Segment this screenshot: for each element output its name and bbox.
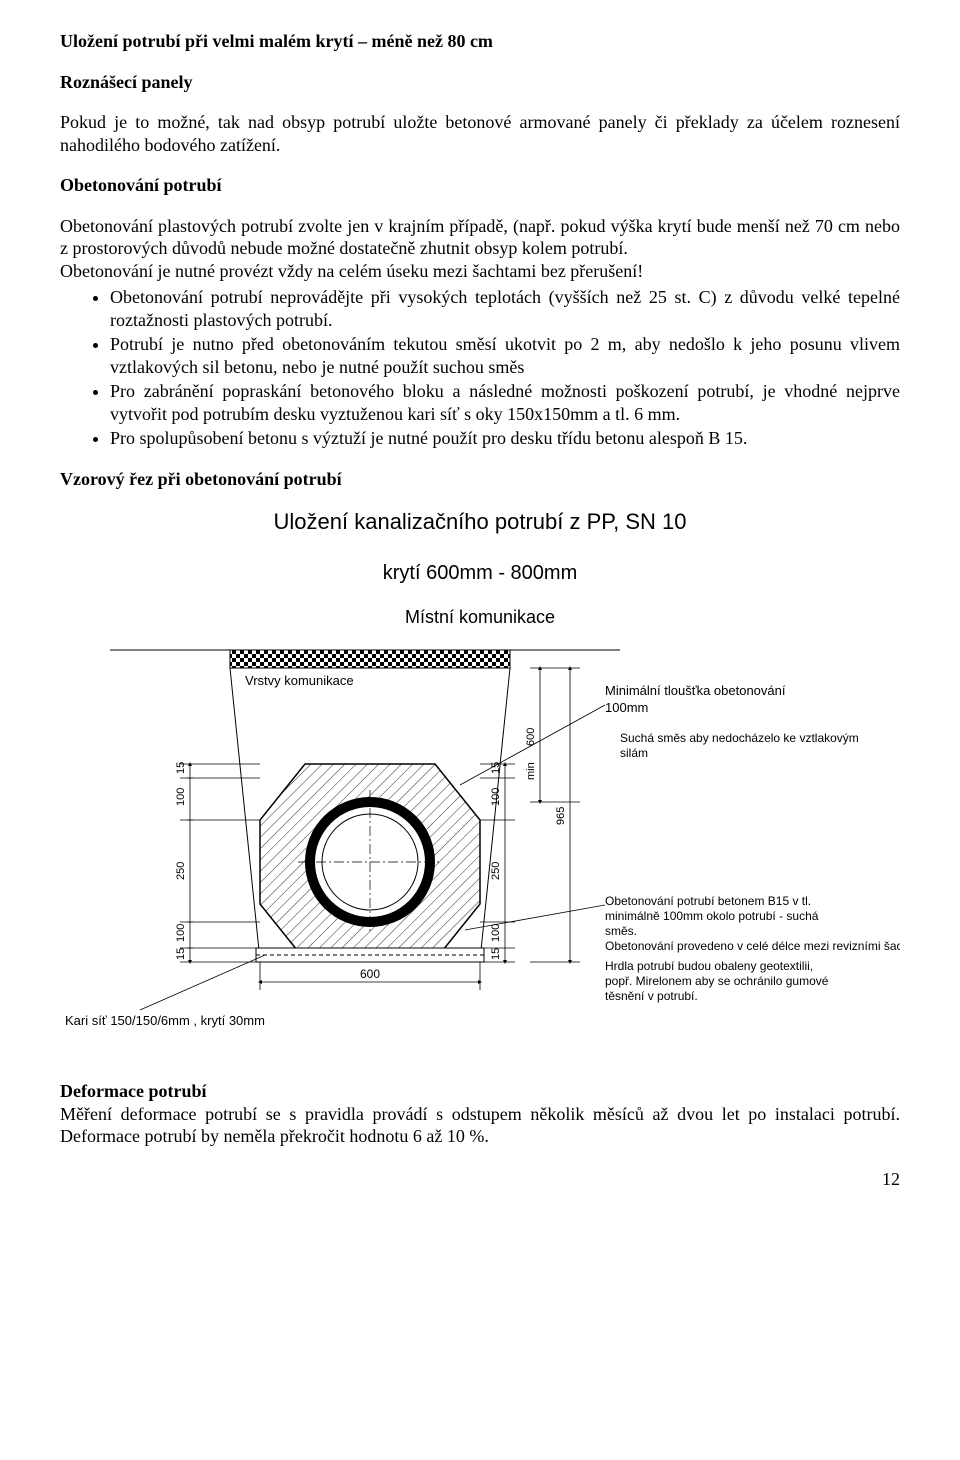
bullet-list: Obetonování potrubí neprovádějte při vys… bbox=[60, 286, 900, 450]
bullet-4: Pro spolupůsobení betonu s výztuží je nu… bbox=[110, 427, 900, 450]
heading-concrete: Obetonování potrubí bbox=[60, 174, 900, 197]
dim-l-15a: 15 bbox=[175, 762, 187, 774]
min-thick-label: Minimální tloušťka obetonování bbox=[605, 683, 786, 698]
dim-r-100b: 100 bbox=[490, 924, 502, 942]
para-panels: Pokud je to možné, tak nad obsyp potrubí… bbox=[60, 111, 900, 156]
note2: Obetonování provedeno v celé délce mezi … bbox=[605, 939, 900, 953]
bullet-1: Obetonování potrubí neprovádějte při vys… bbox=[110, 286, 900, 331]
dry-mix-1: Suchá směs aby nedocházelo ke vztlakovým… bbox=[620, 731, 859, 760]
para-deform: Měření deformace potrubí se s pravidla p… bbox=[60, 1103, 900, 1148]
dim-r-250: 250 bbox=[490, 862, 502, 880]
diagram-title: Uložení kanalizačního potrubí z PP, SN 1… bbox=[60, 508, 900, 536]
kari-label: Kari síť 150/150/6mm , krytí 30mm bbox=[65, 1013, 265, 1028]
dim-min: min bbox=[525, 762, 537, 780]
diagram-svg: Vrstvy komunikace 15 100 250 bbox=[60, 630, 900, 1050]
heading-main: Uložení potrubí při velmi malém krytí – … bbox=[60, 30, 900, 53]
para-concrete-continuous: Obetonování je nutné provézt vždy na cel… bbox=[60, 260, 900, 283]
dim-l-100: 100 bbox=[175, 788, 187, 806]
diagram: Uložení kanalizačního potrubí z PP, SN 1… bbox=[60, 508, 900, 1050]
dim-w600: 600 bbox=[360, 967, 380, 981]
diagram-road-label: Místní komunikace bbox=[60, 606, 900, 629]
heading-section-cut: Vzorový řez při obetonování potrubí bbox=[60, 468, 900, 491]
heading-panels: Roznášecí panely bbox=[60, 71, 900, 94]
note3: Hrdla potrubí budou obaleny geotextilii,… bbox=[605, 959, 829, 1003]
para-concrete-intro: Obetonování plastových potrubí zvolte je… bbox=[60, 215, 900, 260]
diagram-subtitle: krytí 600mm - 800mm bbox=[60, 561, 900, 586]
dim-r-15b: 15 bbox=[490, 948, 502, 960]
bullet-2: Potrubí je nutno před obetonováním tekut… bbox=[110, 333, 900, 378]
note1: Obetonování potrubí betonem B15 v tl.min… bbox=[605, 894, 819, 938]
min-thick-val: 100mm bbox=[605, 700, 648, 715]
heading-deform: Deformace potrubí bbox=[60, 1080, 900, 1103]
dim-l-15b: 15 bbox=[175, 948, 187, 960]
dim-965: 965 bbox=[555, 807, 567, 825]
bullet-3: Pro zabránění popraskání betonového blok… bbox=[110, 380, 900, 425]
dim-l-250: 250 bbox=[175, 862, 187, 880]
dim-r-100: 100 bbox=[490, 788, 502, 806]
layers-label: Vrstvy komunikace bbox=[245, 673, 354, 688]
page-number: 12 bbox=[60, 1168, 900, 1191]
dim-l-100b: 100 bbox=[175, 924, 187, 942]
